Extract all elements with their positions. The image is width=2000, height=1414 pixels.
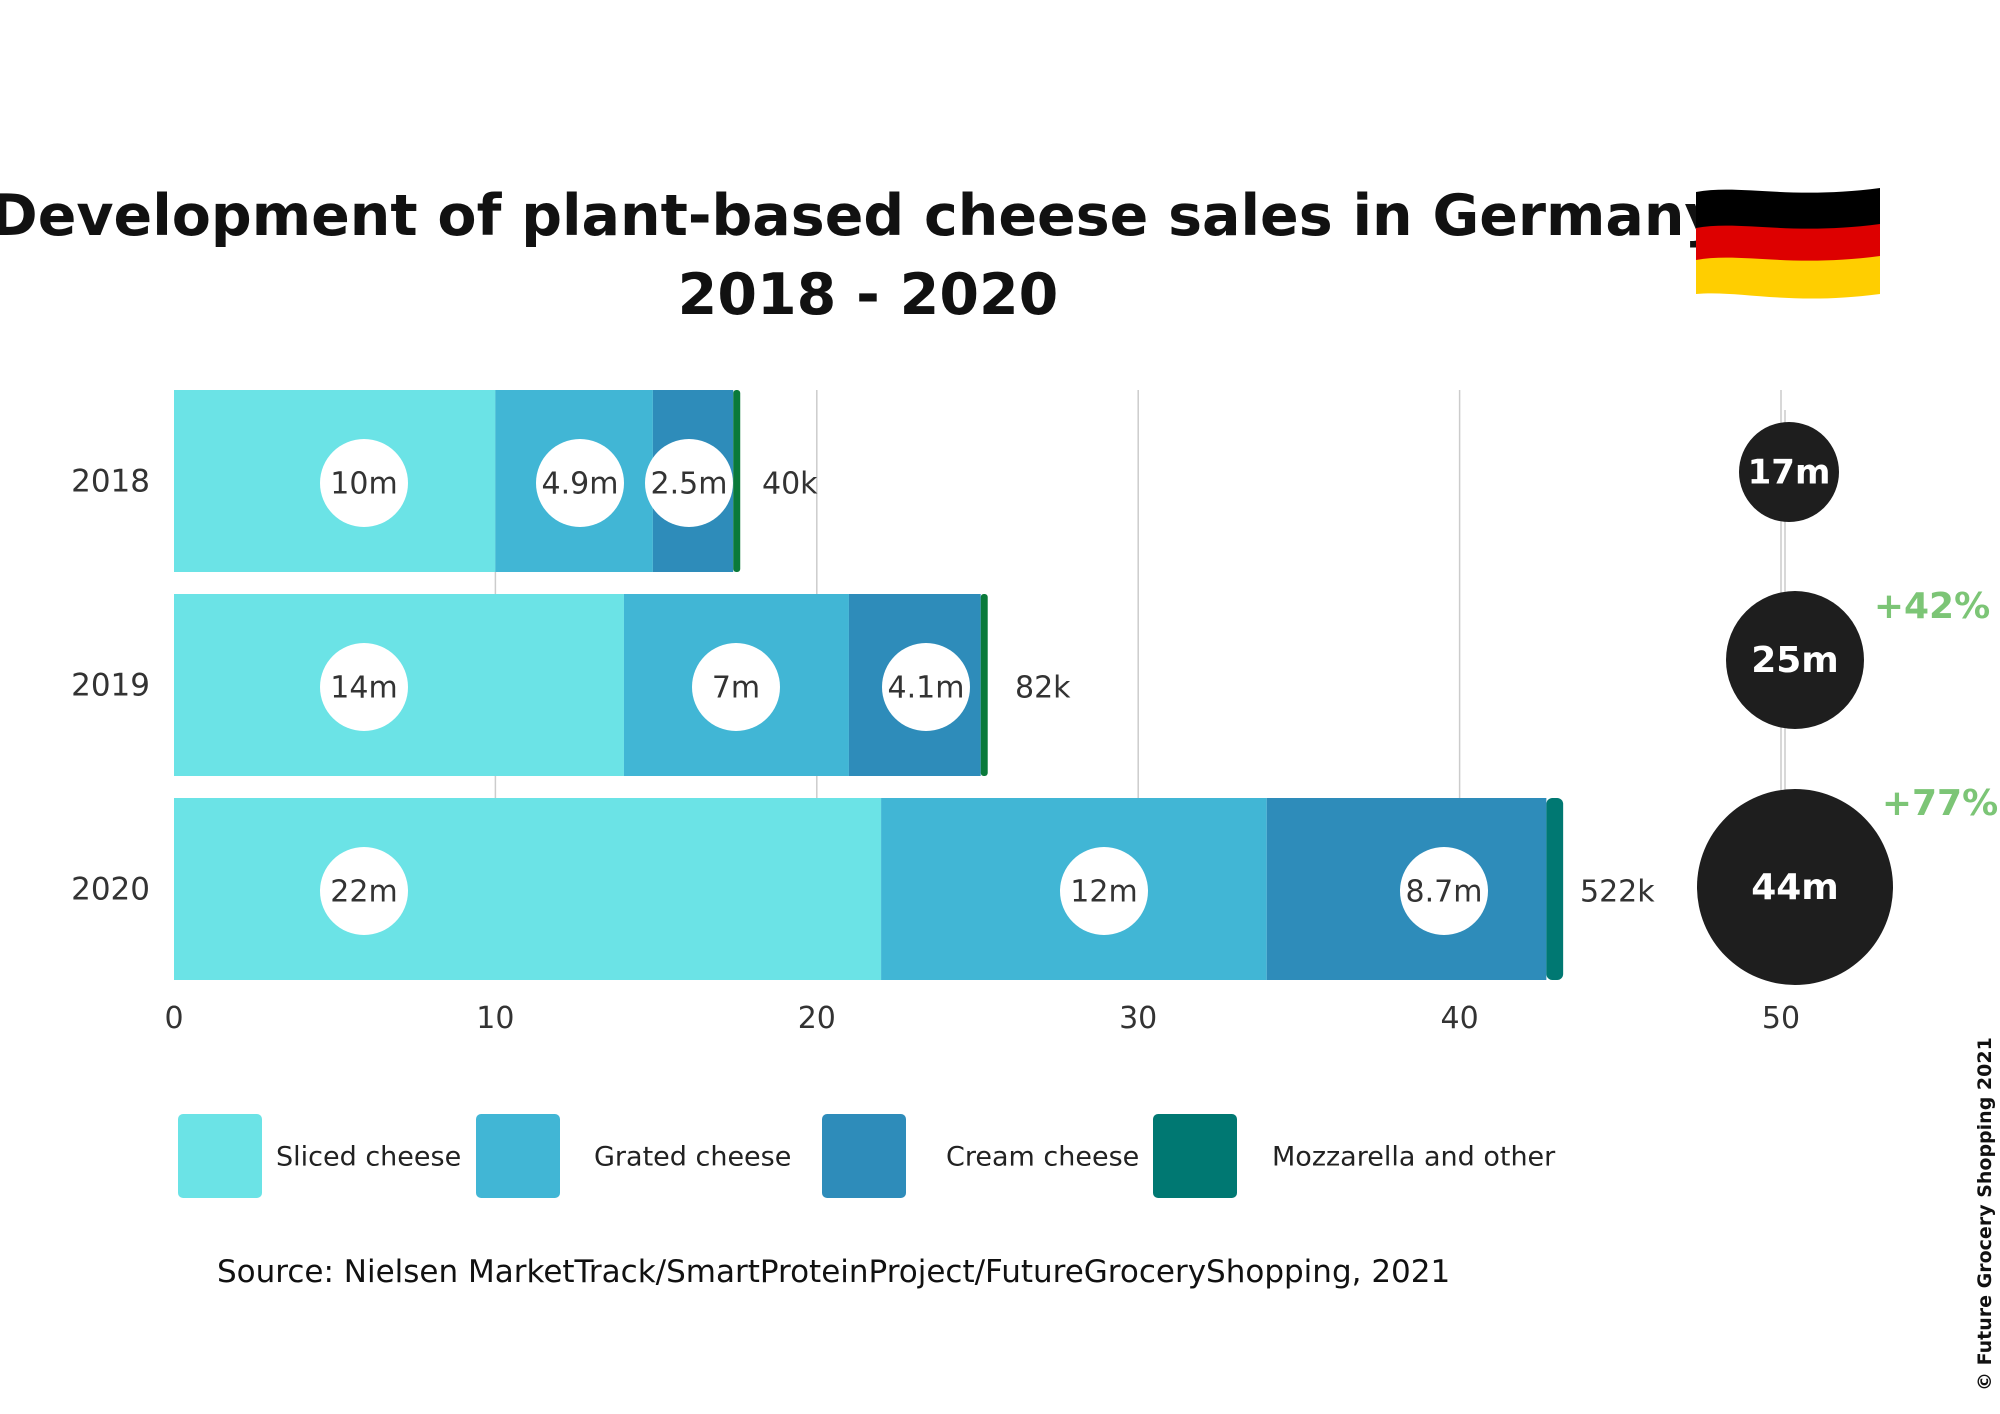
bar-value-label: 22m [330, 875, 397, 910]
legend-label: Grated cheese [594, 1142, 791, 1173]
bar-segment [733, 390, 741, 572]
bar-value-label: 4.1m [888, 671, 965, 706]
german-flag-icon [1696, 188, 1880, 299]
x-tick-label: 10 [476, 1001, 514, 1036]
bar-segment [174, 798, 882, 980]
value-bubble [645, 439, 733, 527]
legend-label: Mozzarella and other [1272, 1142, 1556, 1173]
bar-value-label: 4.9m [542, 467, 619, 502]
flag-stripe [1696, 188, 1880, 235]
totals-group: 17m 25m 44m +42% +77% [1697, 410, 1998, 985]
bars-group: 2018 10m 4.9m 2.5m 40k 2019 14m 7m 4.1m 82k 2020 22… [71, 390, 1655, 980]
source-note: Source: Nielsen MarketTrack/SmartProtein… [217, 1254, 1450, 1290]
bar-value-label: 7m [712, 671, 760, 706]
value-bubble [882, 643, 970, 731]
bar-value-label: 14m [330, 671, 397, 706]
category-label: 2019 [71, 668, 150, 704]
value-bubble [320, 643, 408, 731]
total-bubble [1739, 422, 1839, 522]
bar-value-label: 10m [330, 467, 397, 502]
growth-label: +77% [1882, 783, 1998, 824]
category-label: 2020 [71, 872, 150, 908]
growth-label: +42% [1874, 586, 1990, 627]
chart-subtitle: 2018 - 2020 [678, 262, 1059, 328]
x-tick-label: 20 [798, 1001, 836, 1036]
total-bubble [1726, 591, 1864, 729]
legend-swatch [822, 1114, 906, 1198]
total-label: 25m [1751, 640, 1839, 681]
bar-segment [980, 594, 988, 776]
value-bubble [320, 847, 408, 935]
chart-title: Development of plant-based cheese sales … [0, 183, 1722, 249]
value-bubble [1400, 847, 1488, 935]
value-bubble [536, 439, 624, 527]
other-value-label: 40k [762, 467, 818, 502]
value-bubble [1060, 847, 1148, 935]
legend-label: Sliced cheese [276, 1142, 461, 1173]
legend-label: Cream cheese [946, 1142, 1139, 1173]
total-bubble [1697, 789, 1893, 985]
x-tick-label: 40 [1441, 1001, 1479, 1036]
total-label: 44m [1751, 867, 1839, 908]
bar-value-label: 2.5m [651, 467, 728, 502]
legend-swatch [476, 1114, 560, 1198]
value-bubble [692, 643, 780, 731]
x-tick-label: 50 [1762, 1001, 1800, 1036]
flag-stripe [1696, 224, 1880, 267]
x-tick-label: 30 [1119, 1001, 1157, 1036]
category-label: 2018 [71, 464, 150, 500]
other-value-label: 82k [1015, 671, 1071, 706]
bar-segment [1546, 798, 1564, 980]
legend-swatch [1153, 1114, 1237, 1198]
bar-value-label: 8.7m [1406, 875, 1483, 910]
total-label: 17m [1748, 453, 1831, 493]
flag-stripe [1696, 256, 1880, 299]
other-value-label: 522k [1580, 875, 1655, 910]
bar-value-label: 12m [1070, 875, 1137, 910]
legend: Sliced cheese Grated cheese Cream cheese Mo… [178, 1114, 1556, 1198]
x-tick-label: 0 [164, 1001, 183, 1036]
legend-swatch [178, 1114, 262, 1198]
copyright-note: © Future Grocery Shopping 2021 [1974, 1037, 1996, 1391]
value-bubble [320, 439, 408, 527]
